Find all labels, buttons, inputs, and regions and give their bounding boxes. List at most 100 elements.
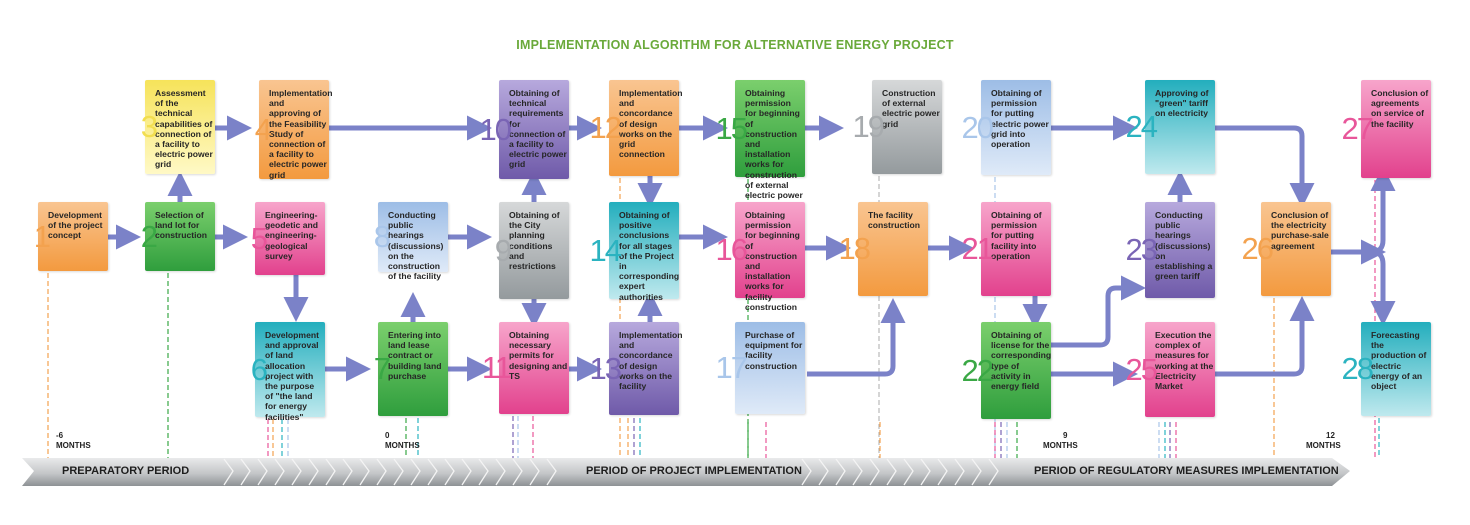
step-number-8: 8 — [373, 219, 391, 254]
timeline-chevron — [240, 458, 251, 486]
timeline-chevron — [801, 458, 812, 486]
timeline-chevron — [971, 458, 982, 486]
step-box-7: Entering into land lease contract or bui… — [378, 322, 448, 416]
step-text: Obtaining of technical requirements for … — [509, 88, 567, 170]
step-text: Engineering-geodetic and engineering-geo… — [265, 210, 319, 261]
timeline-chevron — [427, 458, 438, 486]
timeline-chevron — [954, 458, 965, 486]
step-box-14: Obtaining of positive conclusions for al… — [609, 202, 679, 302]
step-text: Development and approval of land allocat… — [265, 330, 319, 422]
step-text: Assessment of the technical capabilities… — [155, 88, 213, 170]
diagram-title: IMPLEMENTATION ALGORITHM FOR ALTERNATIVE… — [516, 38, 954, 52]
step-box-15: Obtaining permission for beginning of co… — [735, 80, 805, 210]
step-text: Selection of land lot for construction — [155, 210, 208, 241]
period-label-regulatory: PERIOD OF REGULATORY MEASURES IMPLEMENTA… — [1034, 465, 1339, 477]
step-box-8: Conducting public hearings (discussions)… — [378, 202, 448, 281]
step-box-26: Conclusion of the electricity purchase-s… — [1261, 202, 1331, 296]
step-box-24: Approving of "green" tariff on electrici… — [1145, 80, 1215, 174]
step-number-18: 18 — [838, 231, 871, 266]
step-number-26: 26 — [1241, 231, 1274, 266]
step-box-20: Obtaining of permission for putting elec… — [981, 80, 1051, 175]
step-text: Conclusion of agreements on service of t… — [1371, 88, 1429, 129]
step-text: Implementation and concordance of design… — [619, 330, 683, 392]
step-number-12: 12 — [589, 110, 622, 145]
step-number-11: 11 — [481, 350, 512, 385]
timeline-chevron — [835, 458, 846, 486]
step-number-1: 1 — [33, 218, 51, 254]
timeline-chevron — [308, 458, 319, 486]
step-box-25: Execution the complex of measures for wo… — [1145, 322, 1215, 417]
step-number-21: 21 — [961, 231, 994, 266]
timeline-chevron — [869, 458, 880, 486]
timeline-chevron — [342, 458, 353, 486]
step-text: Development of the project concept — [48, 210, 103, 241]
timeline-chevron — [393, 458, 404, 486]
timeline-band — [22, 458, 1350, 486]
step-box-22: Obtaining of license for the correspondi… — [981, 322, 1051, 419]
timeline-chevron — [223, 458, 234, 486]
step-box-21: Obtaining of permission for putting faci… — [981, 202, 1051, 296]
timeline-chevron — [529, 458, 540, 486]
timeline-chevron — [410, 458, 421, 486]
step-box-17: Purchase of equipment for facility const… — [735, 322, 805, 414]
step-text: Obtaining necessary permits for designin… — [509, 330, 568, 381]
month-label: 0 MONTHS — [385, 431, 420, 450]
step-number-9: 9 — [494, 232, 512, 268]
timeline-chevron — [478, 458, 489, 486]
step-number-4: 4 — [254, 111, 272, 147]
flow-arrows — [108, 115, 1396, 387]
step-box-2: Selection of land lot for construction — [145, 202, 215, 271]
step-text: Implementation and concordance of design… — [619, 88, 683, 160]
step-text: Conducting public hearings (discussions)… — [388, 210, 444, 282]
timeline-chevron — [886, 458, 897, 486]
step-text: Obtaining of permission for putting elec… — [991, 88, 1049, 150]
timeline-chevron — [359, 458, 370, 486]
step-number-16: 16 — [715, 232, 748, 267]
step-number-20: 20 — [961, 109, 994, 145]
flow-arrow — [1370, 249, 1396, 326]
step-number-14: 14 — [589, 232, 622, 268]
step-text: Conclusion of the electricity purchase-s… — [1271, 210, 1329, 251]
step-box-11: Obtaining necessary permits for designin… — [499, 322, 569, 414]
step-number-19: 19 — [852, 109, 885, 144]
period-label-implementation: PERIOD OF PROJECT IMPLEMENTATION — [586, 465, 802, 477]
timeline-band-shape — [22, 458, 1350, 486]
step-box-12: Implementation and concordance of design… — [609, 80, 683, 176]
timeline-chevron — [852, 458, 863, 486]
step-number-2: 2 — [140, 218, 158, 254]
flow-arrow — [1370, 166, 1396, 255]
step-text: Obtaining permission for beginning of co… — [745, 88, 803, 210]
period-label-preparatory: PREPARATORY PERIOD — [62, 465, 190, 477]
step-box-10: Obtaining of technical requirements for … — [499, 80, 569, 179]
month-label: 12 MONTHS — [1306, 431, 1341, 450]
step-number-15: 15 — [715, 110, 748, 146]
step-box-28: Forecasting the production of electric e… — [1361, 322, 1431, 416]
month-label: 9 MONTHS — [1043, 431, 1078, 450]
timeline-chevron — [495, 458, 506, 486]
timeline-chevron — [291, 458, 302, 486]
step-box-3: Assessment of the technical capabilities… — [145, 80, 215, 174]
step-text: Obtaining of the City planning condition… — [509, 210, 560, 272]
step-number-3: 3 — [140, 109, 158, 144]
step-text: Implementation and approving of the Feas… — [269, 88, 333, 180]
timeline-chevron — [818, 458, 829, 486]
step-box-23: Conducting public hearings (discussions)… — [1145, 202, 1215, 298]
step-text: Approving of "green" tariff on electrici… — [1155, 88, 1209, 119]
step-number-6: 6 — [250, 351, 268, 387]
step-text: The facility construction — [868, 210, 921, 231]
timeline-chevron — [920, 458, 931, 486]
step-box-18: The facility construction — [858, 202, 928, 296]
step-number-17: 17 — [715, 350, 748, 385]
step-number-13: 13 — [589, 350, 622, 386]
step-text: Obtaining of permission for putting faci… — [991, 210, 1042, 261]
step-number-24: 24 — [1125, 109, 1158, 144]
step-text: Purchase of equipment for facility const… — [745, 330, 803, 371]
step-number-25: 25 — [1125, 351, 1158, 387]
timeline-chevron — [937, 458, 948, 486]
step-number-5: 5 — [250, 220, 268, 256]
step-box-1: Development of the project concept — [38, 202, 108, 271]
step-box-27: Conclusion of agreements on service of t… — [1361, 80, 1431, 178]
step-box-16: Obtaining permission for beginning of co… — [735, 202, 805, 312]
step-number-22: 22 — [961, 352, 994, 388]
step-text: Obtaining permission for beginning of co… — [745, 210, 800, 312]
